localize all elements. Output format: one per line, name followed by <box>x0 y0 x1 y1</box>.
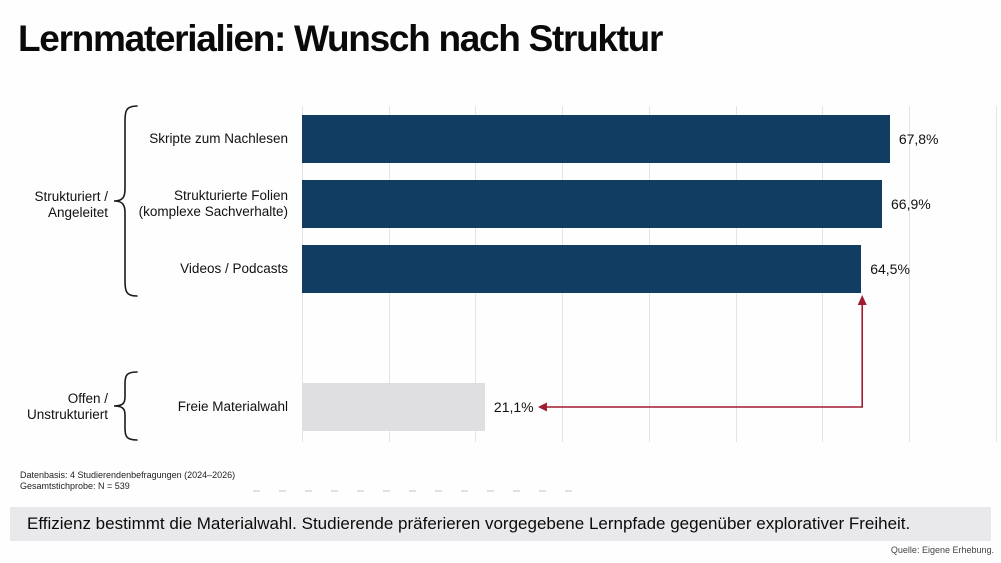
page-title: Lernmaterialien: Wunsch nach Struktur <box>18 18 663 59</box>
category-label: Skripte zum Nachlesen <box>149 130 288 146</box>
bar <box>302 245 862 293</box>
faded-text-artifact <box>253 490 583 492</box>
category-label: Freie Materialwahl <box>177 398 288 414</box>
bar-value-label: 21,1% <box>493 399 534 415</box>
gridline <box>995 106 997 442</box>
footnote-databasis: Datenbasis: 4 Studierendenbefragungen (2… <box>20 470 236 480</box>
bar-value-label: 67,8% <box>898 131 939 147</box>
bar <box>302 115 890 163</box>
bar-value-label: 66,9% <box>891 196 931 212</box>
bar <box>302 383 485 431</box>
category-label: Strukturierte Folien (komplexe Sachverhal… <box>138 187 288 220</box>
bar-value-label: 64,5% <box>870 261 910 277</box>
group-label-open: Offen / Unstrukturiert <box>26 391 108 422</box>
group-bracket-structured <box>113 105 138 297</box>
group-bracket-open <box>113 371 138 441</box>
gridline <box>908 106 910 442</box>
group-label-structured: Strukturiert / Angeleitet <box>34 189 108 220</box>
footnote-sample-size: Gesamtstichprobe: N = 539 <box>20 481 130 491</box>
category-label: Videos / Podcasts <box>180 260 288 276</box>
takeaway-text: Effizienz bestimmt die Materialwahl. Stu… <box>27 514 911 533</box>
bar <box>302 180 883 228</box>
takeaway-banner: Effizienz bestimmt die Materialwahl. Stu… <box>10 507 991 541</box>
source-note: Quelle: Eigene Erhebung. <box>890 545 994 555</box>
